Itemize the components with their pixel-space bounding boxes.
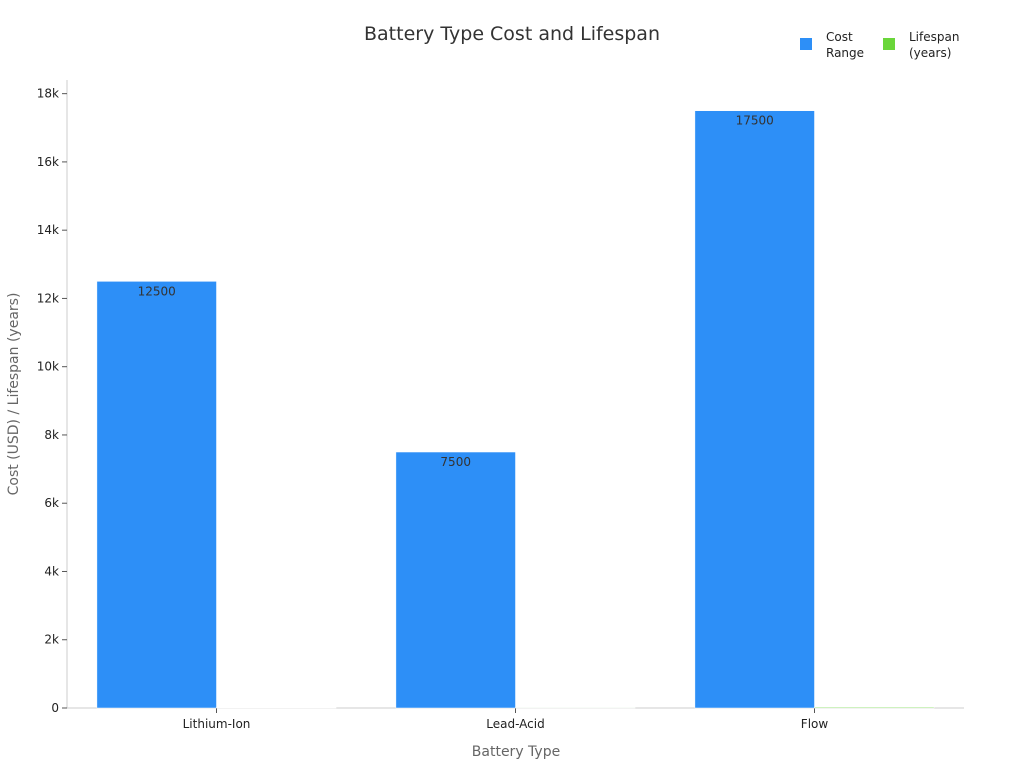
y-tick-label: 16k [37, 155, 59, 169]
y-tick-label: 12k [37, 291, 59, 305]
y-tick-label: 8k [44, 428, 59, 442]
legend: Cost Range Lifespan (years) [800, 30, 959, 60]
y-tick-label: 14k [37, 223, 59, 237]
bar [395, 451, 516, 709]
x-tick-label: Lead-Acid [486, 717, 544, 731]
y-tick-label: 6k [44, 496, 59, 510]
bar [96, 281, 217, 709]
bar [694, 110, 815, 709]
legend-label: Cost Range [826, 30, 864, 60]
legend-swatch [800, 38, 812, 50]
y-tick-label: 10k [37, 360, 59, 374]
data-label: 17500 [736, 114, 774, 128]
y-tick-label: 18k [37, 87, 59, 101]
data-labels: 12500 7500 17500 [138, 114, 774, 469]
legend-swatch [883, 38, 895, 50]
y-axis-title: Cost (USD) / Lifespan (years) [6, 293, 22, 496]
x-axis-ticks: Lithium-Ion Lead-Acid Flow [183, 708, 829, 731]
y-tick-label: 4k [44, 564, 59, 578]
bars [96, 110, 935, 709]
plot-area: 0 2k 4k 6k 8k 10k 12k 14k 16k 18k Lithium-Ion Lead… [37, 80, 964, 731]
chart-title: Battery Type Cost and Lifespan [364, 23, 660, 45]
x-axis-title: Battery Type [472, 744, 560, 760]
y-axis-ticks: 0 2k 4k 6k 8k 10k 12k 14k 16k 18k [37, 87, 67, 715]
legend-item: Cost Range [800, 30, 864, 60]
x-tick-label: Flow [801, 717, 829, 731]
data-label: 7500 [440, 455, 471, 469]
x-tick-label: Lithium-Ion [183, 717, 251, 731]
data-label: 12500 [138, 284, 176, 298]
y-tick-label: 0 [51, 701, 59, 715]
legend-item: Lifespan (years) [883, 30, 959, 60]
legend-label: Lifespan (years) [909, 30, 959, 60]
bar [814, 706, 935, 709]
y-tick-label: 2k [44, 633, 59, 647]
